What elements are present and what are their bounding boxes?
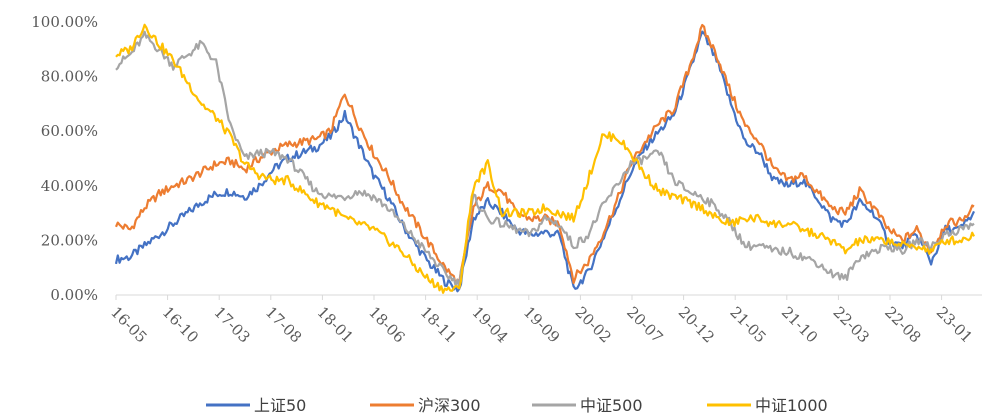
y-tick-label: 60.00% bbox=[41, 122, 98, 140]
x-tick-label: 19-04 bbox=[468, 303, 511, 346]
x-tick-label: 20-07 bbox=[623, 303, 666, 346]
series-line bbox=[115, 23, 975, 294]
series-line bbox=[114, 30, 975, 293]
x-tick-label: 22-08 bbox=[881, 303, 924, 346]
x-tick-label: 16-10 bbox=[159, 303, 202, 346]
x-tick-label: 19-09 bbox=[520, 303, 563, 346]
x-tick-label: 20-02 bbox=[572, 303, 615, 346]
legend-label: 中证1000 bbox=[755, 396, 828, 415]
x-tick-label: 21-10 bbox=[778, 303, 821, 346]
x-tick-label: 22-03 bbox=[830, 303, 873, 346]
legend-label: 中证500 bbox=[580, 396, 643, 415]
legend-label: 沪深300 bbox=[418, 396, 481, 415]
x-tick-label: 18-06 bbox=[365, 303, 408, 346]
y-tick-label: 20.00% bbox=[41, 231, 98, 249]
x-axis: 16-05 16-10 17-03 17-08 18-01 18-06 18-11 19-04… bbox=[107, 295, 976, 346]
x-tick-label: 17-03 bbox=[210, 303, 253, 346]
x-tick-label: 18-01 bbox=[314, 303, 357, 346]
series-line bbox=[114, 23, 975, 286]
y-tick-label: 100.00% bbox=[31, 13, 98, 31]
series-lines bbox=[114, 23, 975, 294]
y-tick-label: 40.00% bbox=[41, 177, 98, 195]
x-tick-label: 20-12 bbox=[675, 303, 718, 346]
x-tick-label: 16-05 bbox=[107, 303, 150, 346]
legend: 上证50 沪深300 中证500 中证1000 bbox=[206, 396, 828, 415]
x-tick-label: 17-08 bbox=[262, 303, 305, 346]
legend-label: 上证50 bbox=[254, 396, 306, 415]
x-tick-label: 18-11 bbox=[417, 303, 460, 346]
x-tick-label: 21-05 bbox=[726, 303, 769, 346]
series-line bbox=[115, 30, 975, 289]
y-tick-label: 80.00% bbox=[41, 68, 98, 86]
y-axis: 0.00% 20.00% 40.00% 60.00% 80.00% 100.00% bbox=[31, 13, 98, 304]
y-tick-label: 0.00% bbox=[50, 286, 98, 304]
x-tick-label: 23-01 bbox=[933, 303, 976, 346]
